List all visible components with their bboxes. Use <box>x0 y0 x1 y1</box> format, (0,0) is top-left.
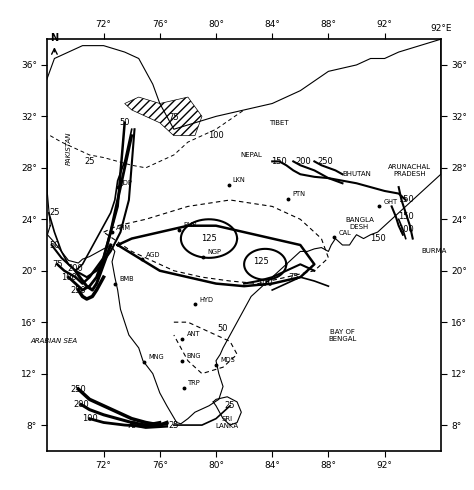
Text: N: N <box>50 33 58 43</box>
Text: 100: 100 <box>208 131 224 140</box>
Text: TRP: TRP <box>188 380 201 386</box>
Text: MNG: MNG <box>148 354 164 361</box>
Text: 75: 75 <box>169 113 179 122</box>
Text: SRI
LANKA: SRI LANKA <box>216 416 239 429</box>
Text: LKN: LKN <box>233 177 246 183</box>
Text: BNG: BNG <box>186 353 201 359</box>
Text: TIBET: TIBET <box>269 120 289 126</box>
Text: ARUNACHAL
PRADESH: ARUNACHAL PRADESH <box>388 164 431 177</box>
Text: HYD: HYD <box>199 296 213 303</box>
Text: JDP: JDP <box>122 179 133 186</box>
Text: AGD: AGD <box>146 251 160 258</box>
Text: 250: 250 <box>318 157 334 166</box>
Text: 25: 25 <box>225 401 235 410</box>
Text: BURMA: BURMA <box>421 248 447 254</box>
Text: 150: 150 <box>398 212 414 221</box>
Text: 50: 50 <box>49 241 60 249</box>
Text: BANGLA
DESH: BANGLA DESH <box>345 217 374 230</box>
Text: PAKISTAN: PAKISTAN <box>65 132 72 165</box>
Text: 75: 75 <box>288 272 299 282</box>
Text: GHT: GHT <box>383 199 397 205</box>
Text: 25: 25 <box>84 157 95 166</box>
Text: NGP: NGP <box>208 249 221 255</box>
Text: 25: 25 <box>169 420 179 430</box>
Text: BAY OF
BENGAL: BAY OF BENGAL <box>328 328 356 342</box>
Text: BHUTAN: BHUTAN <box>342 172 371 177</box>
Text: 250: 250 <box>71 286 86 294</box>
Text: 200: 200 <box>68 264 83 272</box>
Text: 50: 50 <box>119 118 130 127</box>
Text: NEPAL: NEPAL <box>240 152 262 158</box>
Text: 200: 200 <box>73 400 89 409</box>
Text: ANT: ANT <box>186 331 200 337</box>
Text: 150: 150 <box>398 196 414 204</box>
Text: 200: 200 <box>295 157 311 166</box>
Polygon shape <box>125 97 202 136</box>
Text: PTN: PTN <box>292 191 305 197</box>
Text: AHM: AHM <box>116 224 131 231</box>
Text: 250: 250 <box>71 385 86 393</box>
Text: MDS: MDS <box>220 357 235 363</box>
Text: 100: 100 <box>398 225 414 234</box>
Text: BMB: BMB <box>119 276 134 282</box>
Text: 50: 50 <box>218 324 228 333</box>
Text: 100: 100 <box>61 272 76 282</box>
Text: 100: 100 <box>257 279 273 288</box>
Text: 125: 125 <box>201 234 217 243</box>
Text: 75: 75 <box>52 260 63 269</box>
Text: 150: 150 <box>370 234 385 243</box>
Text: BHP: BHP <box>184 222 197 228</box>
Text: 150: 150 <box>271 157 287 166</box>
Text: 125: 125 <box>253 257 269 266</box>
Text: ARABIAN SEA: ARABIAN SEA <box>31 339 78 344</box>
Text: 100: 100 <box>82 414 98 423</box>
Text: CAL: CAL <box>338 230 351 236</box>
Text: 75: 75 <box>127 420 137 430</box>
Text: 25: 25 <box>49 208 60 218</box>
Text: 92°E: 92°E <box>430 24 452 33</box>
